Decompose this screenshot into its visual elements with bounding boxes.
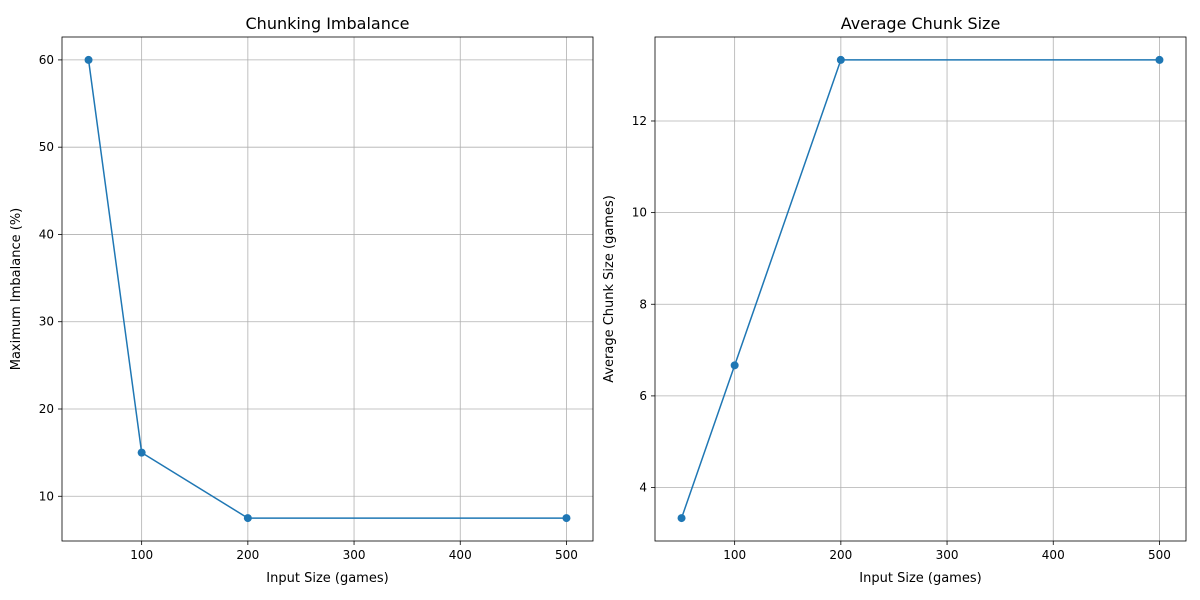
y-tick-label: 50	[39, 140, 54, 154]
x-tick-label: 500	[555, 548, 578, 562]
x-tick-label: 200	[236, 548, 259, 562]
y-tick-label: 40	[39, 227, 54, 241]
data-point	[677, 514, 686, 523]
data-point	[137, 448, 146, 457]
data-point	[730, 361, 739, 370]
x-tick-label: 400	[1042, 548, 1065, 562]
y-axis-label: Average Chunk Size (games)	[602, 195, 617, 383]
y-tick-label: 10	[39, 489, 54, 503]
x-axis-label: Input Size (games)	[266, 571, 388, 586]
y-tick-label: 60	[39, 53, 54, 67]
y-tick-label: 12	[632, 114, 647, 128]
y-tick-label: 6	[639, 389, 647, 403]
x-axis-label: Input Size (games)	[859, 571, 981, 586]
x-tick-label: 200	[829, 548, 852, 562]
plot-frame	[654, 36, 1187, 542]
chart-title: Chunking Imbalance	[246, 14, 410, 33]
x-tick-label: 100	[130, 548, 153, 562]
data-point	[1155, 55, 1164, 64]
chart-panel-average-chunk-size: 100 200 300 400 500 4 6 8 10 12 Average Chunk Size…	[602, 14, 1187, 586]
y-tick-label: 4	[639, 481, 647, 495]
data-point	[836, 55, 845, 64]
x-tick-label: 100	[723, 548, 746, 562]
data-point	[243, 514, 252, 523]
x-tick-label: 400	[449, 548, 472, 562]
series-line	[680, 59, 1160, 519]
data-point	[84, 55, 93, 64]
y-tick-label: 8	[639, 297, 647, 311]
y-axis-label: Maximum Imbalance (%)	[9, 208, 24, 371]
data-point	[562, 514, 571, 523]
y-tick-label: 20	[39, 402, 54, 416]
chart-title: Average Chunk Size	[841, 14, 1001, 33]
chart-panel-chunking-imbalance: 100 200 300 400 500 10 20 30 40 50 60 Chunking Imba…	[9, 14, 594, 586]
x-tick-label: 500	[1148, 548, 1171, 562]
x-tick-label: 300	[343, 548, 366, 562]
plot-frame	[61, 36, 594, 542]
x-tick-label: 300	[936, 548, 959, 562]
y-tick-label: 10	[632, 206, 647, 220]
y-tick-label: 30	[39, 315, 54, 329]
series-line	[87, 59, 567, 519]
